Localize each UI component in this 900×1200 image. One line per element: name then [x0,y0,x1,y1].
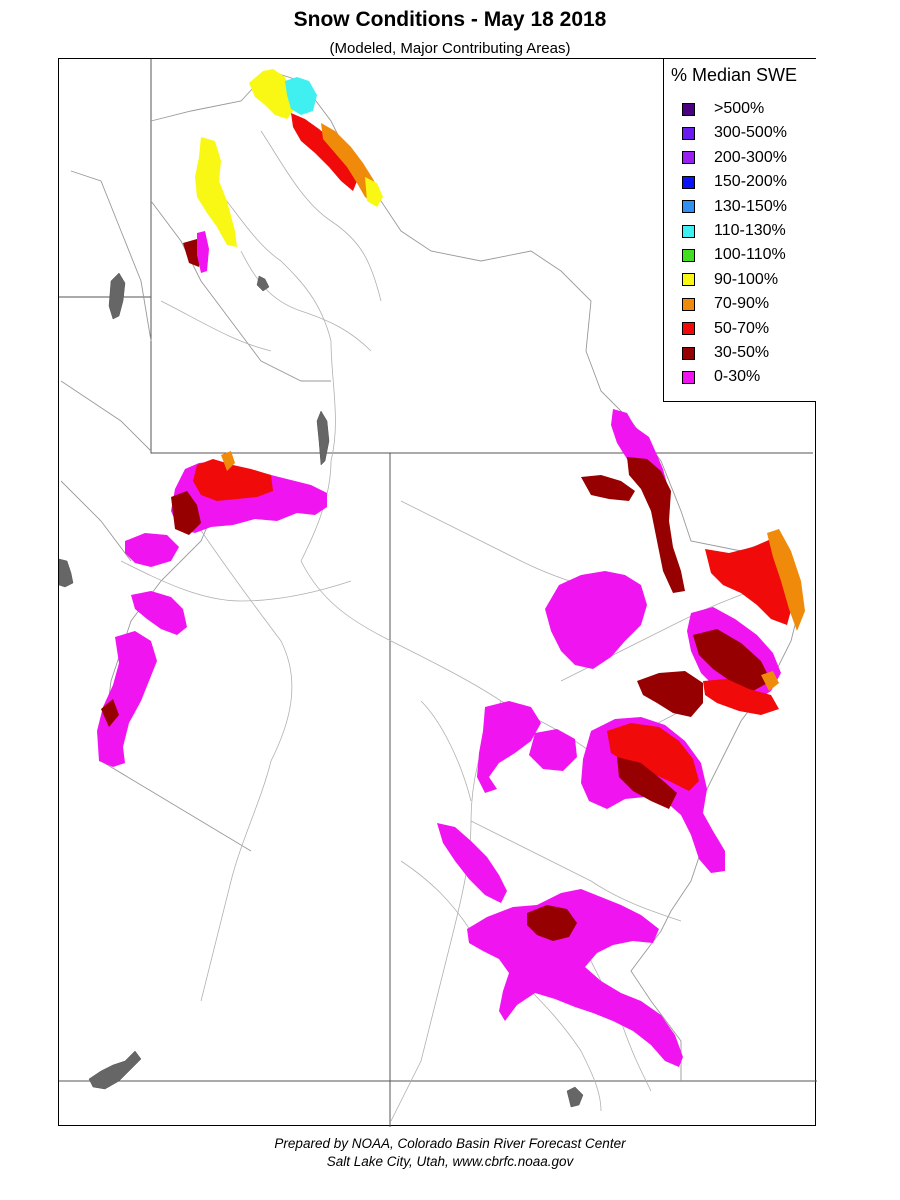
legend-swatch [682,126,695,140]
legend-swatch [682,273,695,287]
legend-item: 0-30% [682,367,760,387]
map-subtitle: (Modeled, Major Contributing Areas) [329,40,571,57]
snow-patch [617,757,677,809]
legend-label: 110-130% [714,222,786,239]
snow-patch [195,137,237,247]
legend-item: 200-300% [682,148,787,168]
legend-item: 300-500% [682,123,787,143]
snow-patch [193,459,273,501]
snow-patch [545,571,647,669]
map-canvas [59,59,817,1127]
snow-patch [101,699,119,727]
footer-location: Salt Lake City, Utah, www.cbrfc.noaa.gov [326,1154,574,1169]
snow-patch [125,533,179,567]
legend-swatch [682,200,695,214]
snow-patch [581,475,635,501]
legend-swatch [682,175,695,189]
snow-patch [249,69,293,119]
flaming-gorge [316,410,330,466]
legend-swatch [682,297,695,311]
snow-patch [131,591,187,635]
snow-patch [767,529,805,631]
snow-patch [171,491,201,535]
legend-label: 200-300% [714,148,787,166]
map-title: Snow Conditions - May 18 2018 [293,8,607,31]
snow-patch [291,113,357,191]
legend-item: >500% [682,99,764,119]
snow-patch [693,629,771,691]
snow-patch [529,729,577,771]
snow-patch [183,239,201,267]
legend-swatch [682,322,695,336]
legend-swatch [682,370,695,384]
legend-item: 70-90% [682,294,769,314]
legend-swatch [682,346,695,360]
legend-swatch [682,102,695,116]
legend-label: 50-70% [714,319,770,337]
snow-patch [365,177,383,207]
snow-patch [197,231,209,273]
legend-item: 100-110% [682,245,786,265]
snow-patch [703,679,779,715]
snow-patch [527,905,577,941]
legend-label: 30-50% [714,344,770,361]
legend-label: >500% [714,100,765,117]
snow-patches [97,69,805,1067]
fontenelle-reservoir [256,275,270,292]
snow-patch [285,77,317,115]
bear-lake [108,272,126,320]
lake-powell [88,1050,142,1090]
wyoming-boundary [150,59,813,454]
legend-label: 90-100% [714,270,779,288]
legend: % Median SWE >500% 300-500% 200-300% 150-20… [663,59,816,402]
legend-label: 130-150% [714,197,787,215]
rivers [120,130,782,1122]
state-boundaries [59,59,817,1127]
legend-swatch [682,224,695,238]
legend-label: 150-200% [714,173,787,191]
snow-patch [761,671,779,691]
snow-patch [221,451,235,471]
legend-item: 50-70% [682,319,769,339]
legend-swatch [682,248,695,262]
legend-item: 30-50% [682,343,769,363]
snow-patch [607,723,699,791]
snow-patch [705,539,793,625]
legend-label: 300-500% [714,124,787,142]
snow-patch [477,701,541,793]
legend-title: % Median SWE [671,65,798,85]
legend-swatch [682,151,695,165]
legend-item: 90-100% [682,270,778,290]
legend-item: 130-150% [682,197,787,217]
navajo-reservoir [566,1086,584,1108]
snow-patch [467,889,683,1067]
legend-label: 100-110% [714,246,786,264]
utah-lake [59,558,74,588]
lakes [59,272,584,1108]
snow-patch [637,671,703,717]
snow-patch [97,631,157,767]
footer-credit: Prepared by NOAA, Colorado Basin River F… [274,1136,626,1151]
snow-patch [437,823,507,903]
snow-patch [627,457,685,593]
legend-item: 150-200% [682,172,787,192]
legend-item: 110-130% [682,221,786,241]
legend-label: 70-90% [714,295,770,313]
legend-label: 0-30% [714,368,761,386]
